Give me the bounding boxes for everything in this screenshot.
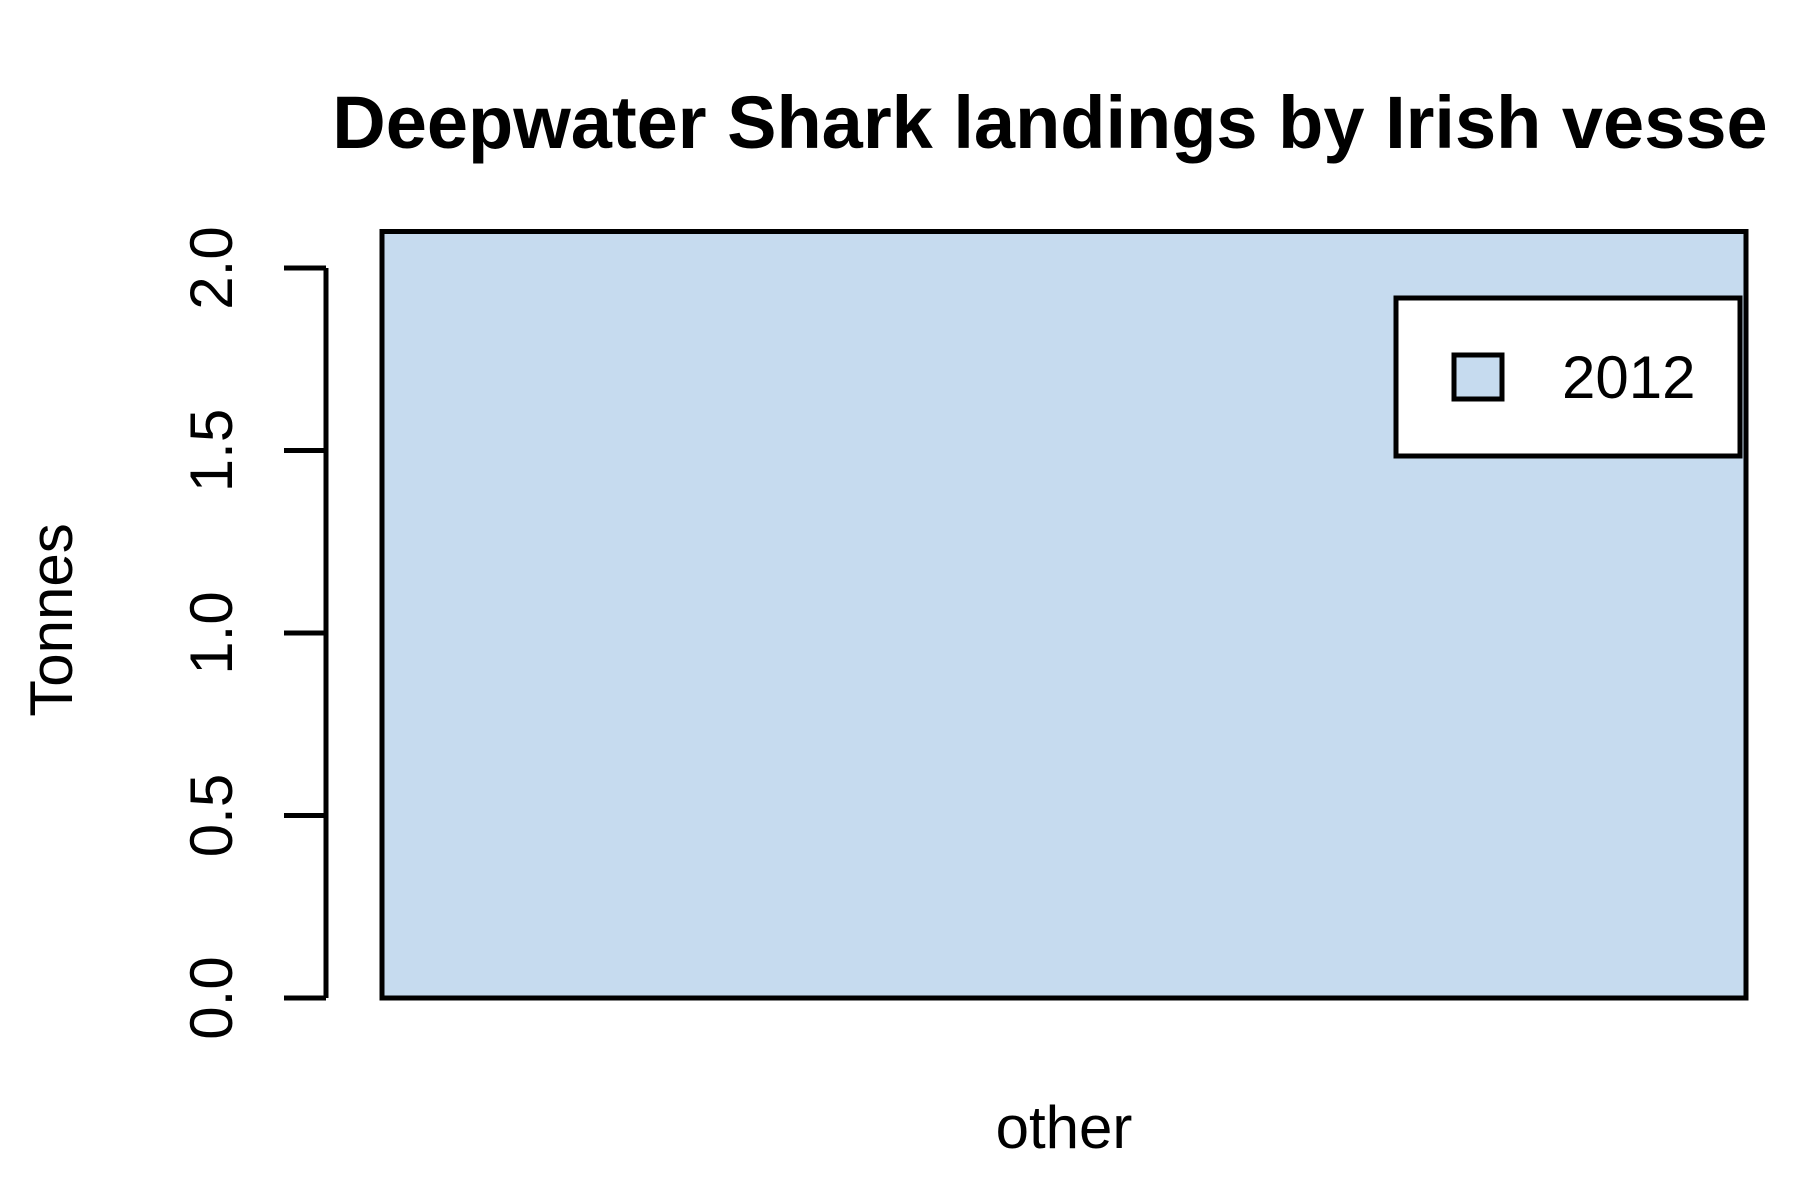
chart-title: Deepwater Shark landings by Irish vesse [332, 81, 1767, 164]
x-category-label: other [996, 1094, 1133, 1161]
y-tick-label: 1.5 [178, 409, 245, 492]
y-tick-label: 0.5 [178, 774, 245, 857]
x-axis-labels: other [996, 1094, 1133, 1161]
legend-label: 2012 [1562, 344, 1695, 411]
y-tick-label: 2.0 [178, 226, 245, 309]
legend-swatch [1451, 352, 1505, 402]
y-tick-label: 1.0 [178, 591, 245, 674]
y-tick-label: 0.0 [178, 956, 245, 1039]
y-axis-label: Tonnes [18, 523, 85, 716]
legend: 2012 [1393, 295, 1743, 459]
y-axis: 0.0 0.5 1.0 1.5 2.0 [178, 226, 329, 1040]
legend-box [1393, 295, 1743, 459]
